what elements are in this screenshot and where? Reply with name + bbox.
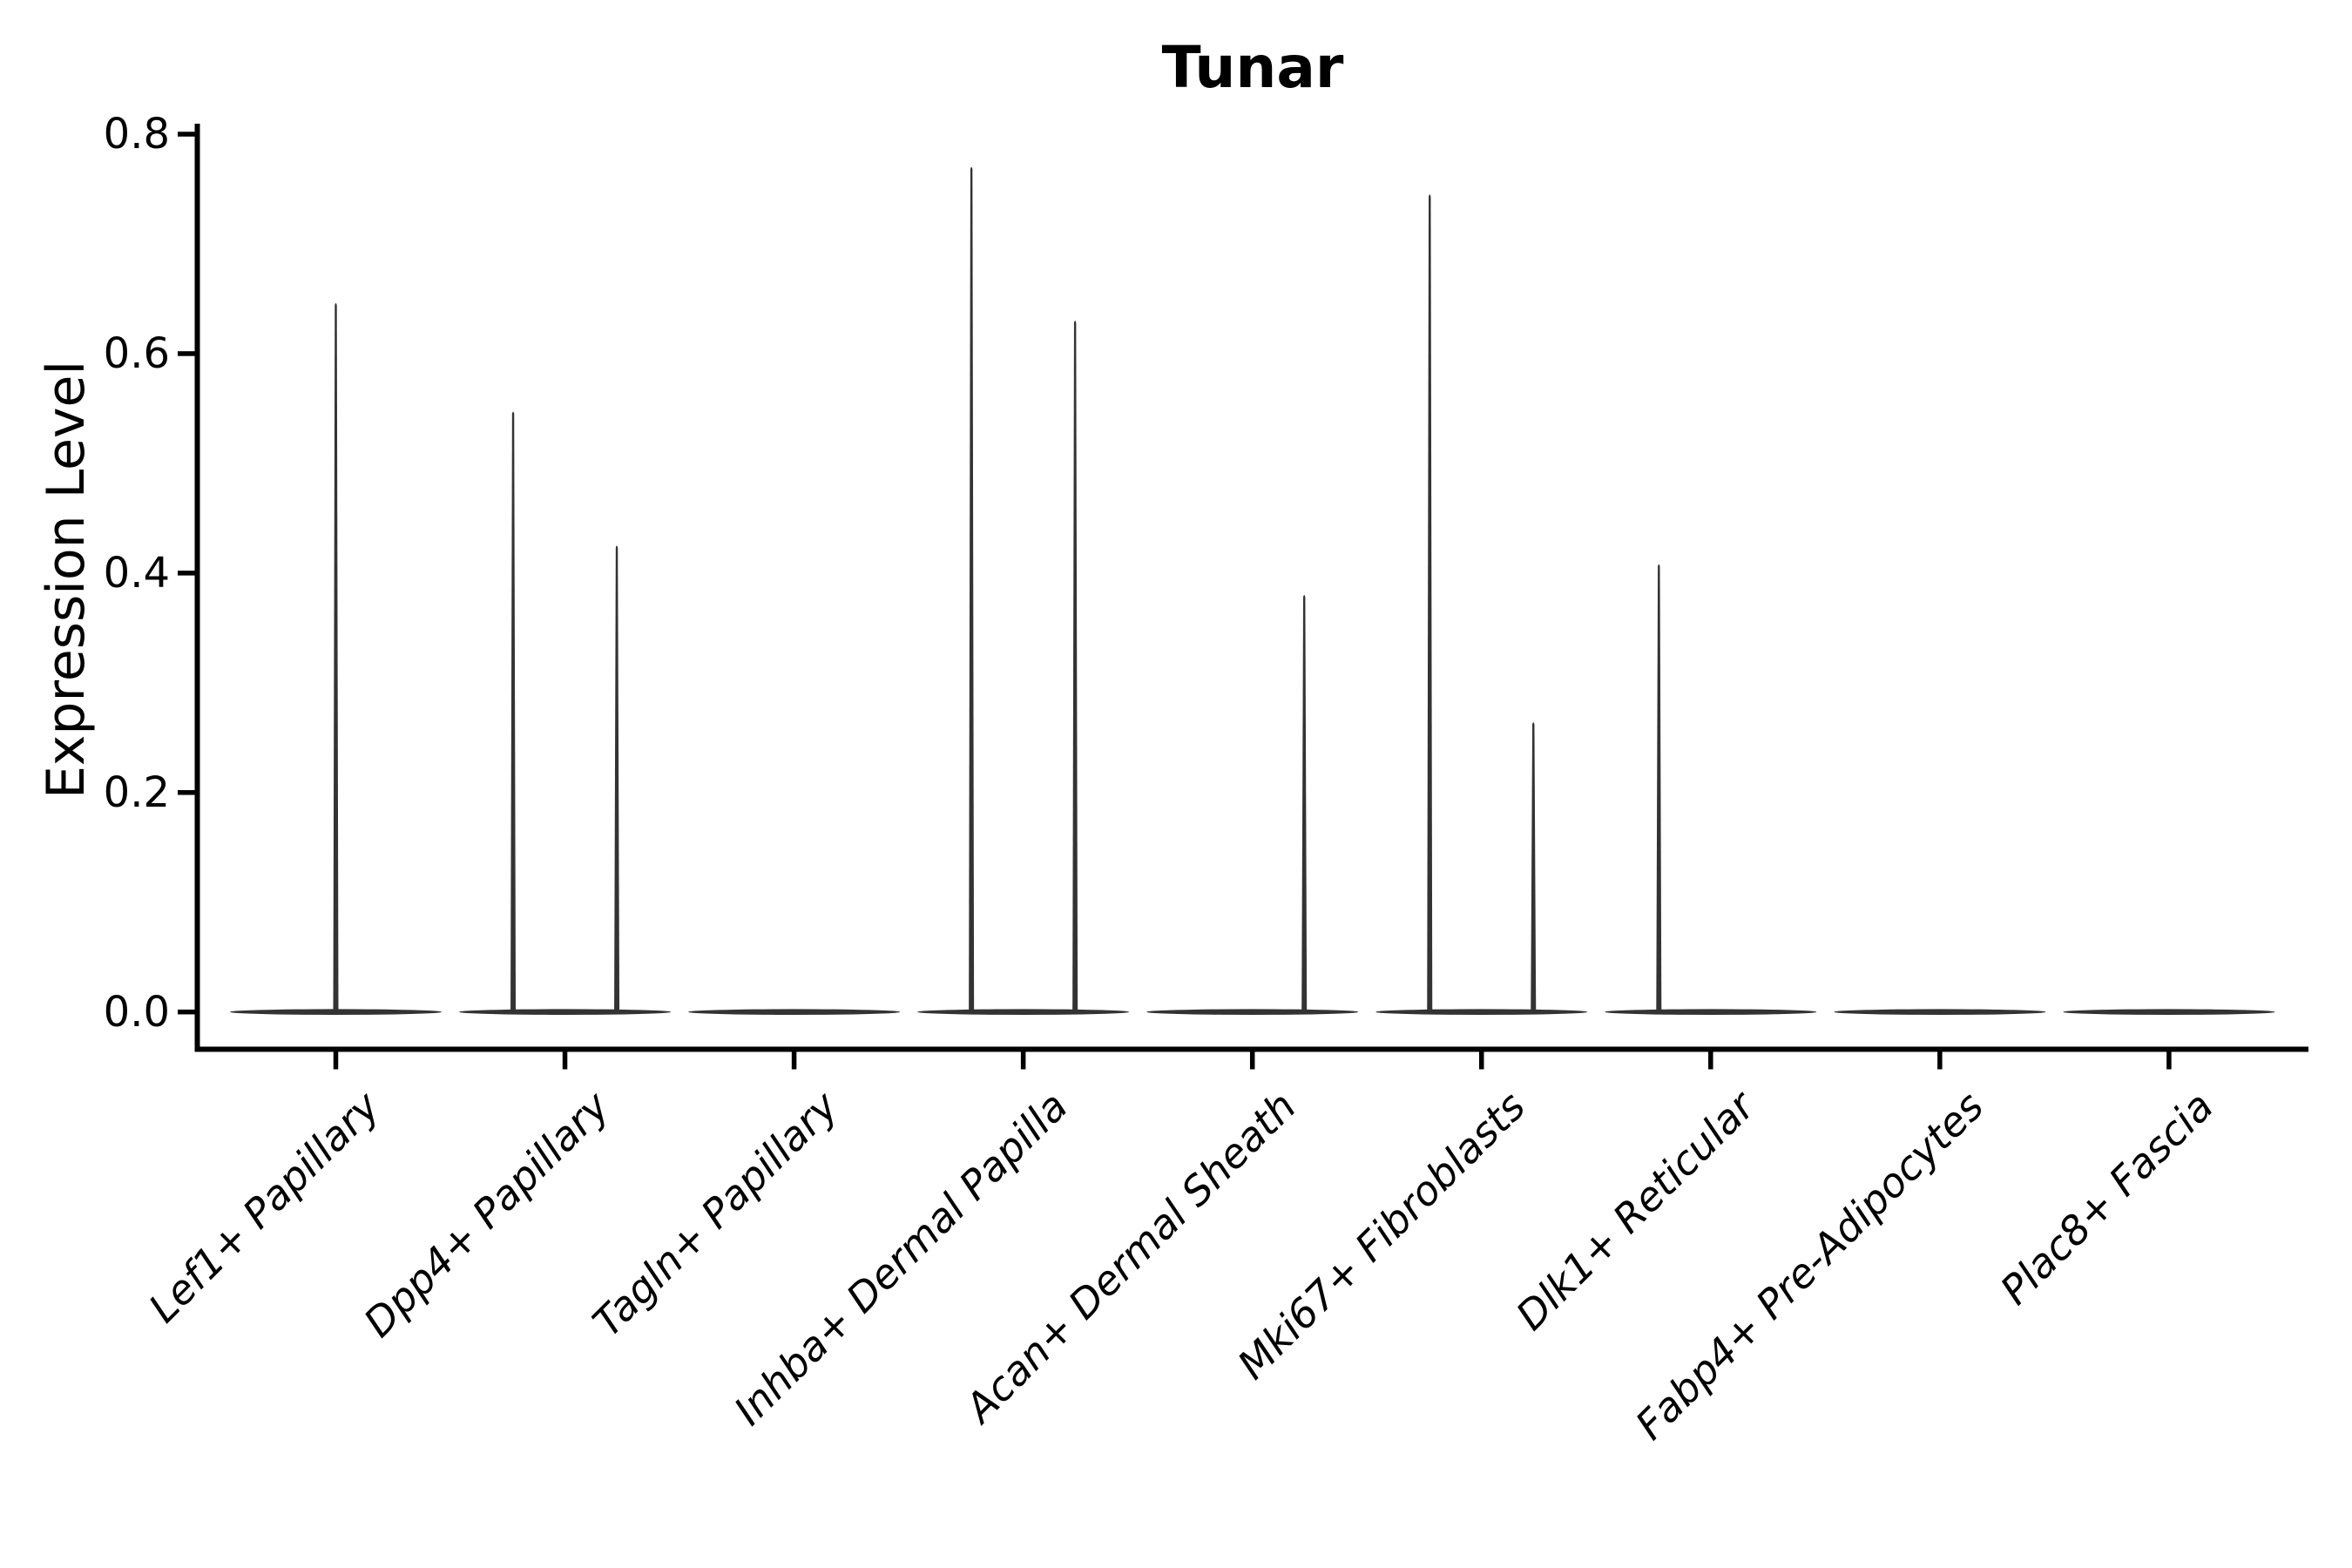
chart-title: Tunar <box>1161 34 1344 101</box>
y-tick-label: 0.2 <box>103 767 170 817</box>
y-tick-mark <box>178 571 195 576</box>
violin-body <box>459 1009 672 1015</box>
violin-body <box>1834 1009 2046 1015</box>
violin-tail <box>1301 595 1308 1012</box>
violin-body <box>1605 1009 1817 1015</box>
violin-tail <box>1656 564 1662 1012</box>
y-tick-label: 0.0 <box>103 987 170 1037</box>
x-tick-mark <box>1020 1051 1026 1070</box>
x-tick-mark <box>562 1051 568 1070</box>
violin-body <box>2063 1009 2275 1015</box>
y-tick-label: 0.6 <box>103 328 170 378</box>
violin-body <box>917 1009 1130 1015</box>
violin-tail <box>614 545 620 1012</box>
violin-tail <box>1427 194 1433 1012</box>
x-tick-mark <box>333 1051 339 1070</box>
y-tick-mark <box>178 351 195 356</box>
violin-body <box>688 1009 901 1015</box>
y-tick-mark <box>178 790 195 795</box>
y-tick-mark <box>178 1009 195 1015</box>
violin-tail <box>510 411 517 1012</box>
violin-tail <box>969 166 975 1012</box>
y-axis-spine <box>194 124 200 1052</box>
x-tick-mark <box>1708 1051 1713 1070</box>
violin-body <box>1146 1009 1359 1015</box>
x-tick-mark <box>1479 1051 1484 1070</box>
x-tick-mark <box>1937 1051 1943 1070</box>
violin-tail <box>1072 321 1078 1012</box>
y-tick-mark <box>178 132 195 137</box>
y-tick-label: 0.4 <box>103 548 170 598</box>
violin-tail <box>1531 722 1537 1012</box>
x-tick-mark <box>1249 1051 1255 1070</box>
y-tick-label: 0.8 <box>103 110 170 159</box>
violin-tail <box>333 302 339 1012</box>
x-axis-spine <box>194 1046 2308 1052</box>
violin-body <box>1375 1009 1588 1015</box>
x-tick-mark <box>791 1051 797 1070</box>
x-tick-mark <box>2166 1051 2172 1070</box>
